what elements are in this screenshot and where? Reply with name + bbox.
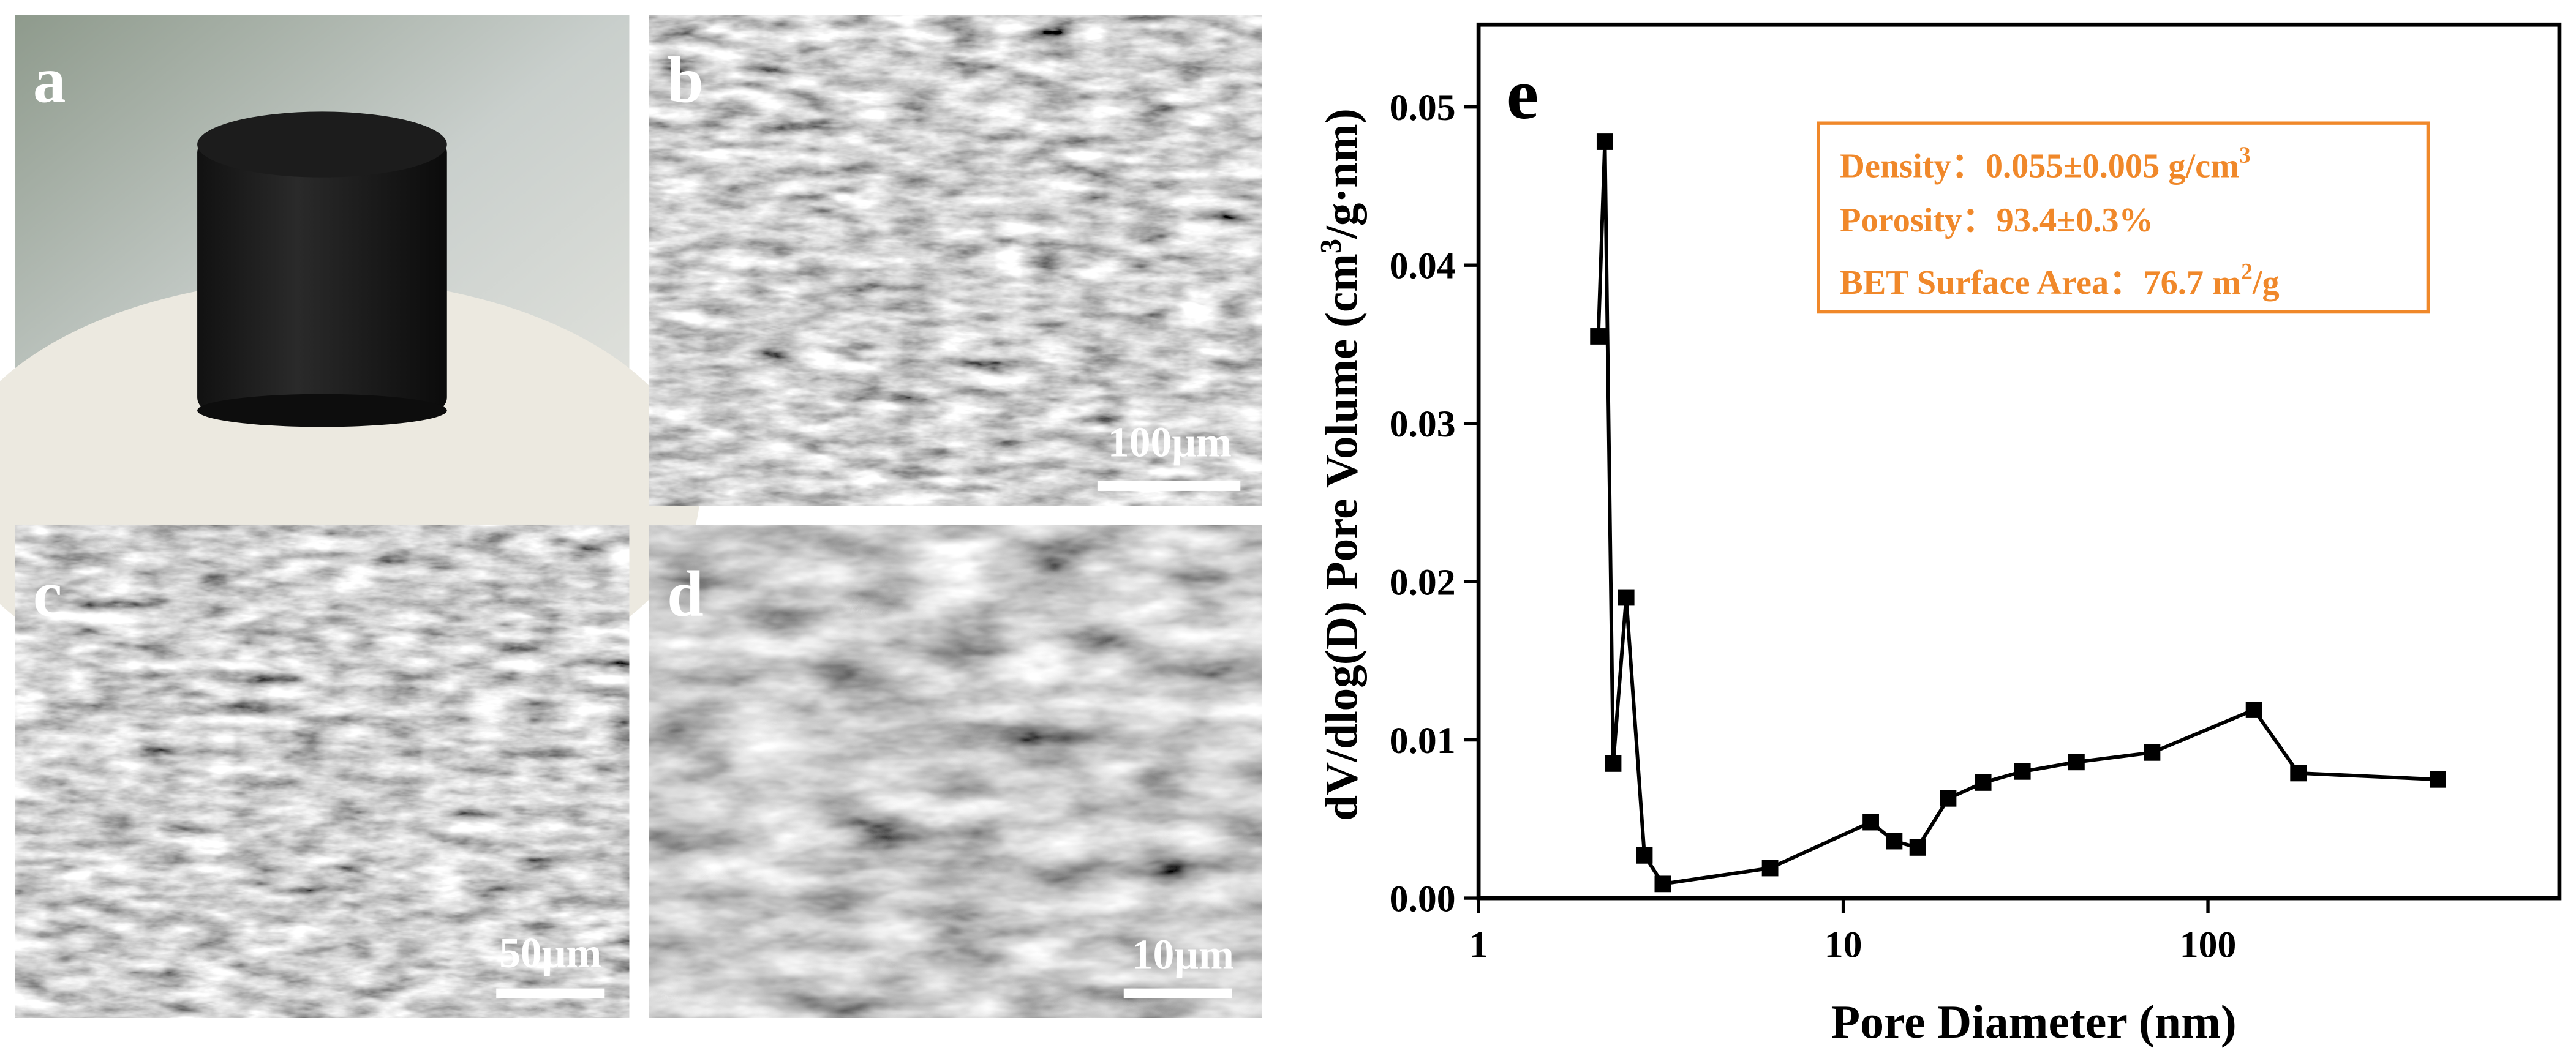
data-point bbox=[1940, 790, 1957, 807]
data-point bbox=[1761, 860, 1779, 877]
y-axis-label-sup: 3 bbox=[1315, 239, 1347, 253]
data-point bbox=[2290, 765, 2307, 782]
panel-label: c bbox=[33, 558, 62, 631]
panel-label: b bbox=[667, 43, 704, 116]
panel-c-image bbox=[15, 525, 630, 1018]
data-point bbox=[2430, 771, 2446, 788]
data-point bbox=[1605, 755, 1622, 772]
sample-cylinder bbox=[197, 139, 447, 411]
panel-d-image bbox=[649, 525, 1262, 1018]
data-point bbox=[1909, 839, 1926, 856]
annotation: Porosity：93.4±0.3% bbox=[1840, 201, 2153, 239]
sample-base bbox=[197, 394, 447, 427]
y-axis-label-text: dV/dlog(D) Pore Volume (cm bbox=[1317, 253, 1368, 821]
panel-labels: a b c d bbox=[33, 43, 704, 630]
x-axis-label: Pore Diameter (nm) bbox=[1831, 995, 2237, 1048]
plot-frame bbox=[1476, 22, 2562, 901]
chart: e Pore Diameter (nm) dV/dlog(D) Pore Vol… bbox=[1315, 22, 2562, 1048]
scale-bar-label: 10μm bbox=[1132, 931, 1234, 978]
data-point bbox=[1618, 589, 1635, 606]
annotation-sup: 2 bbox=[2241, 260, 2253, 285]
annotation-box bbox=[1817, 121, 2430, 314]
data-point bbox=[1975, 774, 1992, 791]
scale-bar-label: 100μm bbox=[1108, 419, 1232, 466]
data-point bbox=[1590, 328, 1607, 345]
data-line bbox=[1596, 141, 2438, 886]
annotations: Density：0.055±0.005 g/cm3 Porosity：93.4±… bbox=[1840, 143, 2279, 302]
x-tick-label: 100 bbox=[2180, 924, 2237, 966]
annotation: BET Surface Area：76.7 m2/g bbox=[1840, 260, 2279, 302]
annotation-text: Porosity：93.4±0.3% bbox=[1840, 201, 2153, 239]
data-point bbox=[2014, 763, 2031, 780]
y-tick-label: 0.03 bbox=[1390, 403, 1456, 445]
panel-label: e bbox=[1507, 54, 1538, 134]
panel-b-image bbox=[649, 15, 1262, 506]
annotation-text: Density：0.055±0.005 g/cm bbox=[1840, 148, 2239, 185]
panel-label: a bbox=[33, 43, 66, 116]
annotation-tail: /g bbox=[2252, 264, 2280, 302]
data-point bbox=[1654, 875, 1671, 893]
data-point bbox=[2144, 744, 2161, 761]
data-point bbox=[1636, 847, 1653, 864]
scale-bar-label: 50μm bbox=[499, 930, 601, 977]
sample-top bbox=[197, 111, 447, 178]
x-tick-label: 1 bbox=[1469, 924, 1488, 966]
scale-bar bbox=[1097, 481, 1241, 491]
y-tick-label: 0.01 bbox=[1390, 720, 1456, 762]
data-point bbox=[1596, 133, 1613, 150]
scale-bars: 100μm 50μm 10μm bbox=[496, 419, 1241, 998]
data-point bbox=[2245, 702, 2262, 718]
annotation: Density：0.055±0.005 g/cm3 bbox=[1840, 143, 2251, 185]
x-tick-label: 10 bbox=[1825, 924, 1862, 966]
data-point bbox=[1886, 833, 1903, 850]
y-axis-label-tail: /g·nm) bbox=[1317, 108, 1368, 239]
annotation-sup: 3 bbox=[2239, 143, 2251, 168]
annotation-text: BET Surface Area：76.7 m bbox=[1840, 264, 2241, 302]
y-tick-label: 0.00 bbox=[1390, 879, 1456, 920]
data-point bbox=[1862, 814, 1879, 831]
y-axis-label: dV/dlog(D) Pore Volume (cm3/g·nm) bbox=[1315, 108, 1368, 820]
panel-label: d bbox=[667, 558, 704, 631]
scale-bar bbox=[496, 988, 605, 998]
y-tick-label: 0.04 bbox=[1390, 245, 1456, 287]
y-tick-label: 0.02 bbox=[1390, 562, 1456, 604]
data-point bbox=[2068, 754, 2085, 771]
scale-bar bbox=[1123, 988, 1232, 998]
y-tick-label: 0.05 bbox=[1390, 87, 1456, 129]
